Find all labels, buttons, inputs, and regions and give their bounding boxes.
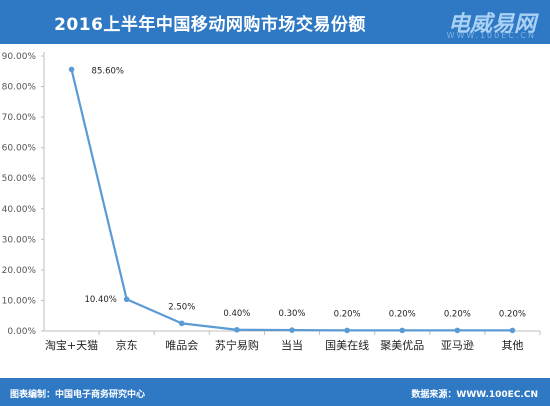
series-line [70,69,513,332]
chart-title: 2016上半年中国移动网购市场交易份额 [54,15,366,35]
data-point [509,327,516,334]
data-label: 0.30% [278,309,305,319]
brand-url: WWW.100EC.CN [446,31,536,40]
data-label: 85.60% [92,66,124,76]
data-label: 0.20% [334,309,361,319]
y-tick-label: 70.00% [2,113,37,123]
data-label: 2.50% [168,302,195,312]
x-category-label: 聚美优品 [380,339,424,352]
x-category-label: 京东 [116,338,138,352]
brand-logo: 电威易网 [447,12,536,37]
x-category-label: 唯品会 [165,339,198,352]
y-tick-label: 20.00% [2,266,37,276]
y-tick-label: 30.00% [2,235,37,245]
footer-source-right: 数据来源：WWW.100EC.CN [411,390,538,400]
y-tick-label: 50.00% [2,174,37,184]
x-category-label: 亚马逊 [441,339,474,352]
y-tick-label: 40.00% [2,205,37,215]
data-label: 0.20% [444,309,471,319]
data-point [454,327,461,334]
x-category-label: 淘宝+天猫 [45,338,98,352]
footer-source-left: 图表编制：中国电子商务研究中心 [10,390,146,400]
y-tick-label: 0.00% [7,327,36,337]
y-tick-label: 80.00% [2,83,37,93]
data-point [234,326,240,333]
data-point [399,327,406,334]
data-label: 0.20% [389,309,416,319]
data-label: 0.20% [499,309,526,319]
data-label: 0.40% [223,309,250,319]
y-tick-label: 60.00% [2,144,37,154]
data-label: 10.40% [84,295,116,305]
x-category-label: 其他 [501,339,523,352]
y-tick-label: 90.00% [2,52,37,62]
data-point [178,320,185,327]
data-point [68,66,75,73]
x-category-label: 国美在线 [325,338,369,352]
data-point [289,327,295,333]
data-point [344,327,350,334]
chart-header: 2016上半年中国移动网购市场交易份额 电威易网 WWW.100EC.CN [0,0,550,44]
x-category-label: 当当 [281,338,303,352]
x-category-label: 苏宁易购 [215,338,259,352]
chart-footer: 图表编制：中国电子商务研究中心 数据来源：WWW.100EC.CN [0,378,550,406]
y-tick-label: 10.00% [2,296,37,306]
data-point [123,296,130,303]
